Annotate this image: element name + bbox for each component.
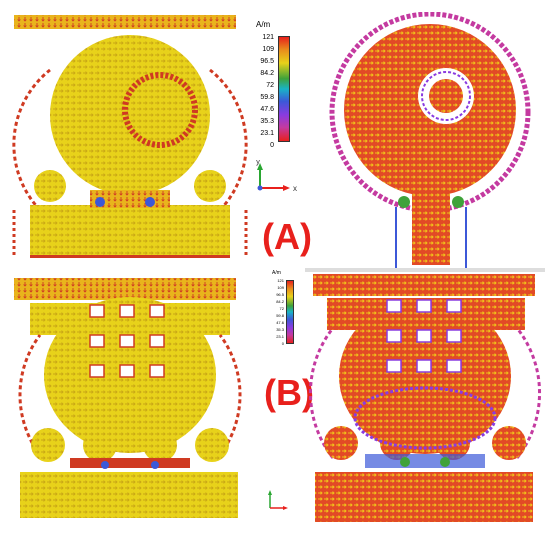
legend-tick: 47.6 <box>260 106 274 113</box>
legend-top-unit: A/m <box>256 20 271 29</box>
legend-bottom-colorbar <box>286 280 294 344</box>
panel-a-left-field-plot <box>12 15 248 258</box>
axis-indicator-bottom <box>268 490 288 510</box>
legend-top-ticks: 121 109 96.5 84.2 72 59.8 47.6 35.3 23.1… <box>248 34 274 149</box>
legend-top-colorbar <box>278 36 290 142</box>
panel-b-left-field-plot <box>14 278 242 518</box>
legend-top: A/m 121 109 96.5 84.2 72 59.8 47.6 35.3 … <box>248 20 298 149</box>
legend-tick: 35.3 <box>276 327 284 332</box>
axis-y-label: y <box>256 160 260 166</box>
label-b: (B) <box>264 372 314 413</box>
legend-tick: 72 <box>279 306 284 311</box>
label-a: (A) <box>262 216 312 257</box>
legend-tick: 59.8 <box>276 313 284 318</box>
legend-tick: 109 <box>277 285 284 290</box>
panel-a-right-field-plot <box>329 12 531 270</box>
legend-tick: 121 <box>277 278 284 283</box>
legend-tick: 23.1 <box>276 334 284 339</box>
legend-bottom: A/m 121 109 96.5 84.2 72 59.8 47.6 35.3 … <box>270 270 310 346</box>
axis-indicator-top: y x <box>256 160 297 193</box>
panel-b-right-field-plot <box>305 268 545 522</box>
legend-tick: 84.2 <box>276 299 284 304</box>
legend-tick: 121 <box>262 34 274 41</box>
legend-tick: 47.6 <box>276 320 284 325</box>
legend-bottom-unit: A/m <box>272 270 281 276</box>
legend-tick: 23.1 <box>260 130 274 137</box>
legend-tick: 59.8 <box>260 94 274 101</box>
legend-tick: 109 <box>262 46 274 53</box>
legend-tick: 84.2 <box>260 70 274 77</box>
legend-tick: 0 <box>270 142 274 149</box>
axis-x-label: x <box>293 184 297 193</box>
legend-tick: 96.5 <box>260 58 274 65</box>
legend-tick: 96.5 <box>276 292 284 297</box>
legend-bottom-ticks: 121 109 96.5 84.2 72 59.8 47.6 35.3 23.1… <box>270 278 284 346</box>
legend-tick: 72 <box>266 82 274 89</box>
legend-tick: 0 <box>281 341 284 346</box>
legend-tick: 35.3 <box>260 118 274 125</box>
